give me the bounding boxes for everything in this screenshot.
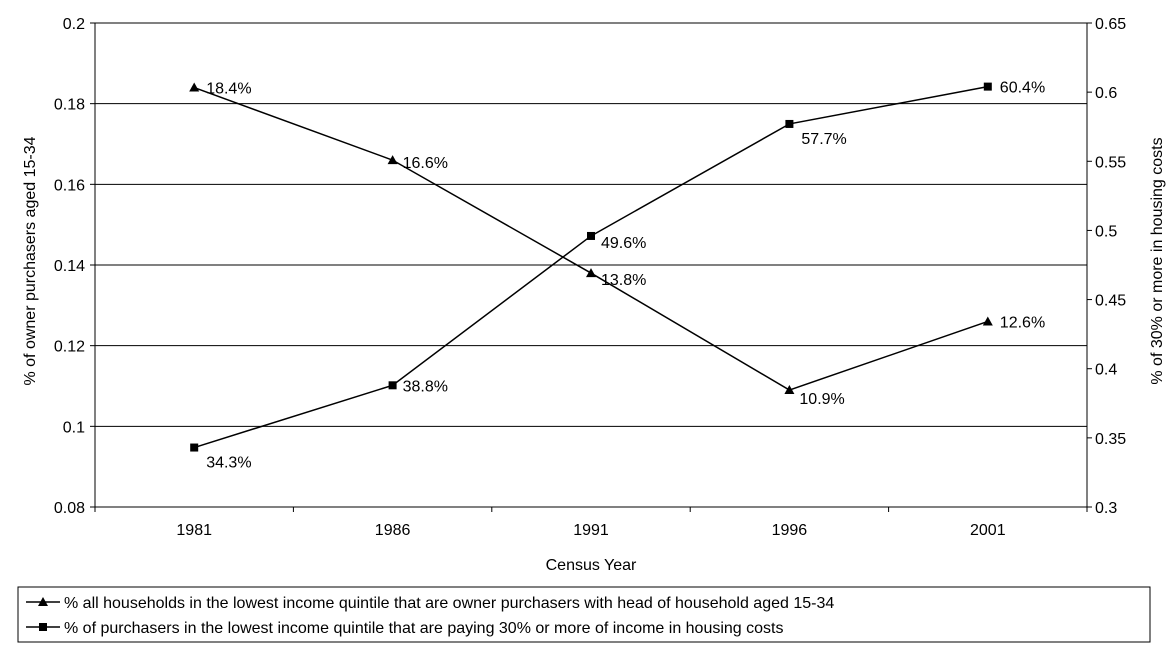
y-right-tick-label: 0.6 [1095, 85, 1117, 102]
y-right-tick-label: 0.45 [1095, 293, 1126, 310]
x-tick-label: 1996 [772, 522, 808, 539]
legend-label-series-1: % all households in the lowest income qu… [64, 595, 834, 612]
data-label: 16.6% [403, 155, 448, 172]
y-axis-right-title: % of 30% or more in housing costs [1149, 137, 1166, 384]
series-line-2 [193, 85, 988, 449]
legend-box [17, 586, 1151, 643]
data-labels: 18.4% 16.6% 13.8% 10.9% 12.6% 34.3% 38.8% 49.6%… [206, 80, 1045, 472]
y-left-tick-label: 0.08 [54, 500, 85, 517]
point-triangle [189, 82, 200, 92]
legend-square-marker [39, 623, 47, 631]
y-left-tick-label: 0.14 [54, 258, 85, 275]
point-square [785, 119, 794, 128]
point-square [388, 381, 397, 390]
y-axis-left-title: % of owner purchasers aged 15-34 [22, 136, 39, 385]
legend-triangle-marker [38, 597, 48, 606]
point-triangle [387, 155, 398, 165]
y-left-tick-label: 0.1 [63, 419, 85, 436]
y-right-tick-label: 0.65 [1095, 16, 1126, 33]
data-label: 34.3% [206, 455, 251, 472]
y-left-tick-label: 0.16 [54, 177, 85, 194]
point-triangle [982, 316, 993, 326]
series [189, 82, 993, 452]
point-triangle [586, 268, 596, 278]
point-square [190, 443, 199, 452]
x-axis-title: Census Year [546, 557, 637, 574]
data-label: 13.8% [601, 272, 646, 289]
x-tick-label: 1991 [573, 522, 609, 539]
gridlines [95, 22, 1087, 427]
x-tick-label: 1986 [375, 522, 411, 539]
axes: 0.08 0.1 0.12 0.14 0.16 0.18 0.2 0.3 0.35 0.4 0.45… [54, 16, 1126, 539]
y-right-tick-label: 0.35 [1095, 431, 1126, 448]
data-label: 10.9% [799, 391, 844, 408]
y-left-tick-label: 0.12 [54, 339, 85, 356]
x-tick-label: 1981 [176, 522, 212, 539]
legend: % all households in the lowest income qu… [17, 586, 1151, 643]
point-square [983, 82, 992, 91]
y-left-tick-label: 0.2 [63, 16, 85, 33]
data-label: 60.4% [1000, 80, 1045, 97]
y-right-tick-label: 0.4 [1095, 362, 1117, 379]
data-label: 57.7% [801, 131, 846, 148]
data-label: 49.6% [601, 235, 646, 252]
y-right-tick-label: 0.3 [1095, 500, 1117, 517]
y-left-tick-label: 0.18 [54, 97, 85, 114]
legend-label-series-2: % of purchasers in the lowest income qui… [64, 620, 784, 637]
point-triangle [784, 385, 795, 395]
point-square [587, 231, 595, 240]
data-label: 18.4% [206, 81, 251, 98]
x-tick-label: 2001 [970, 522, 1006, 539]
data-label: 38.8% [403, 378, 448, 395]
data-label: 12.6% [1000, 314, 1045, 331]
y-right-tick-label: 0.55 [1095, 154, 1126, 171]
y-right-tick-label: 0.5 [1095, 223, 1117, 240]
